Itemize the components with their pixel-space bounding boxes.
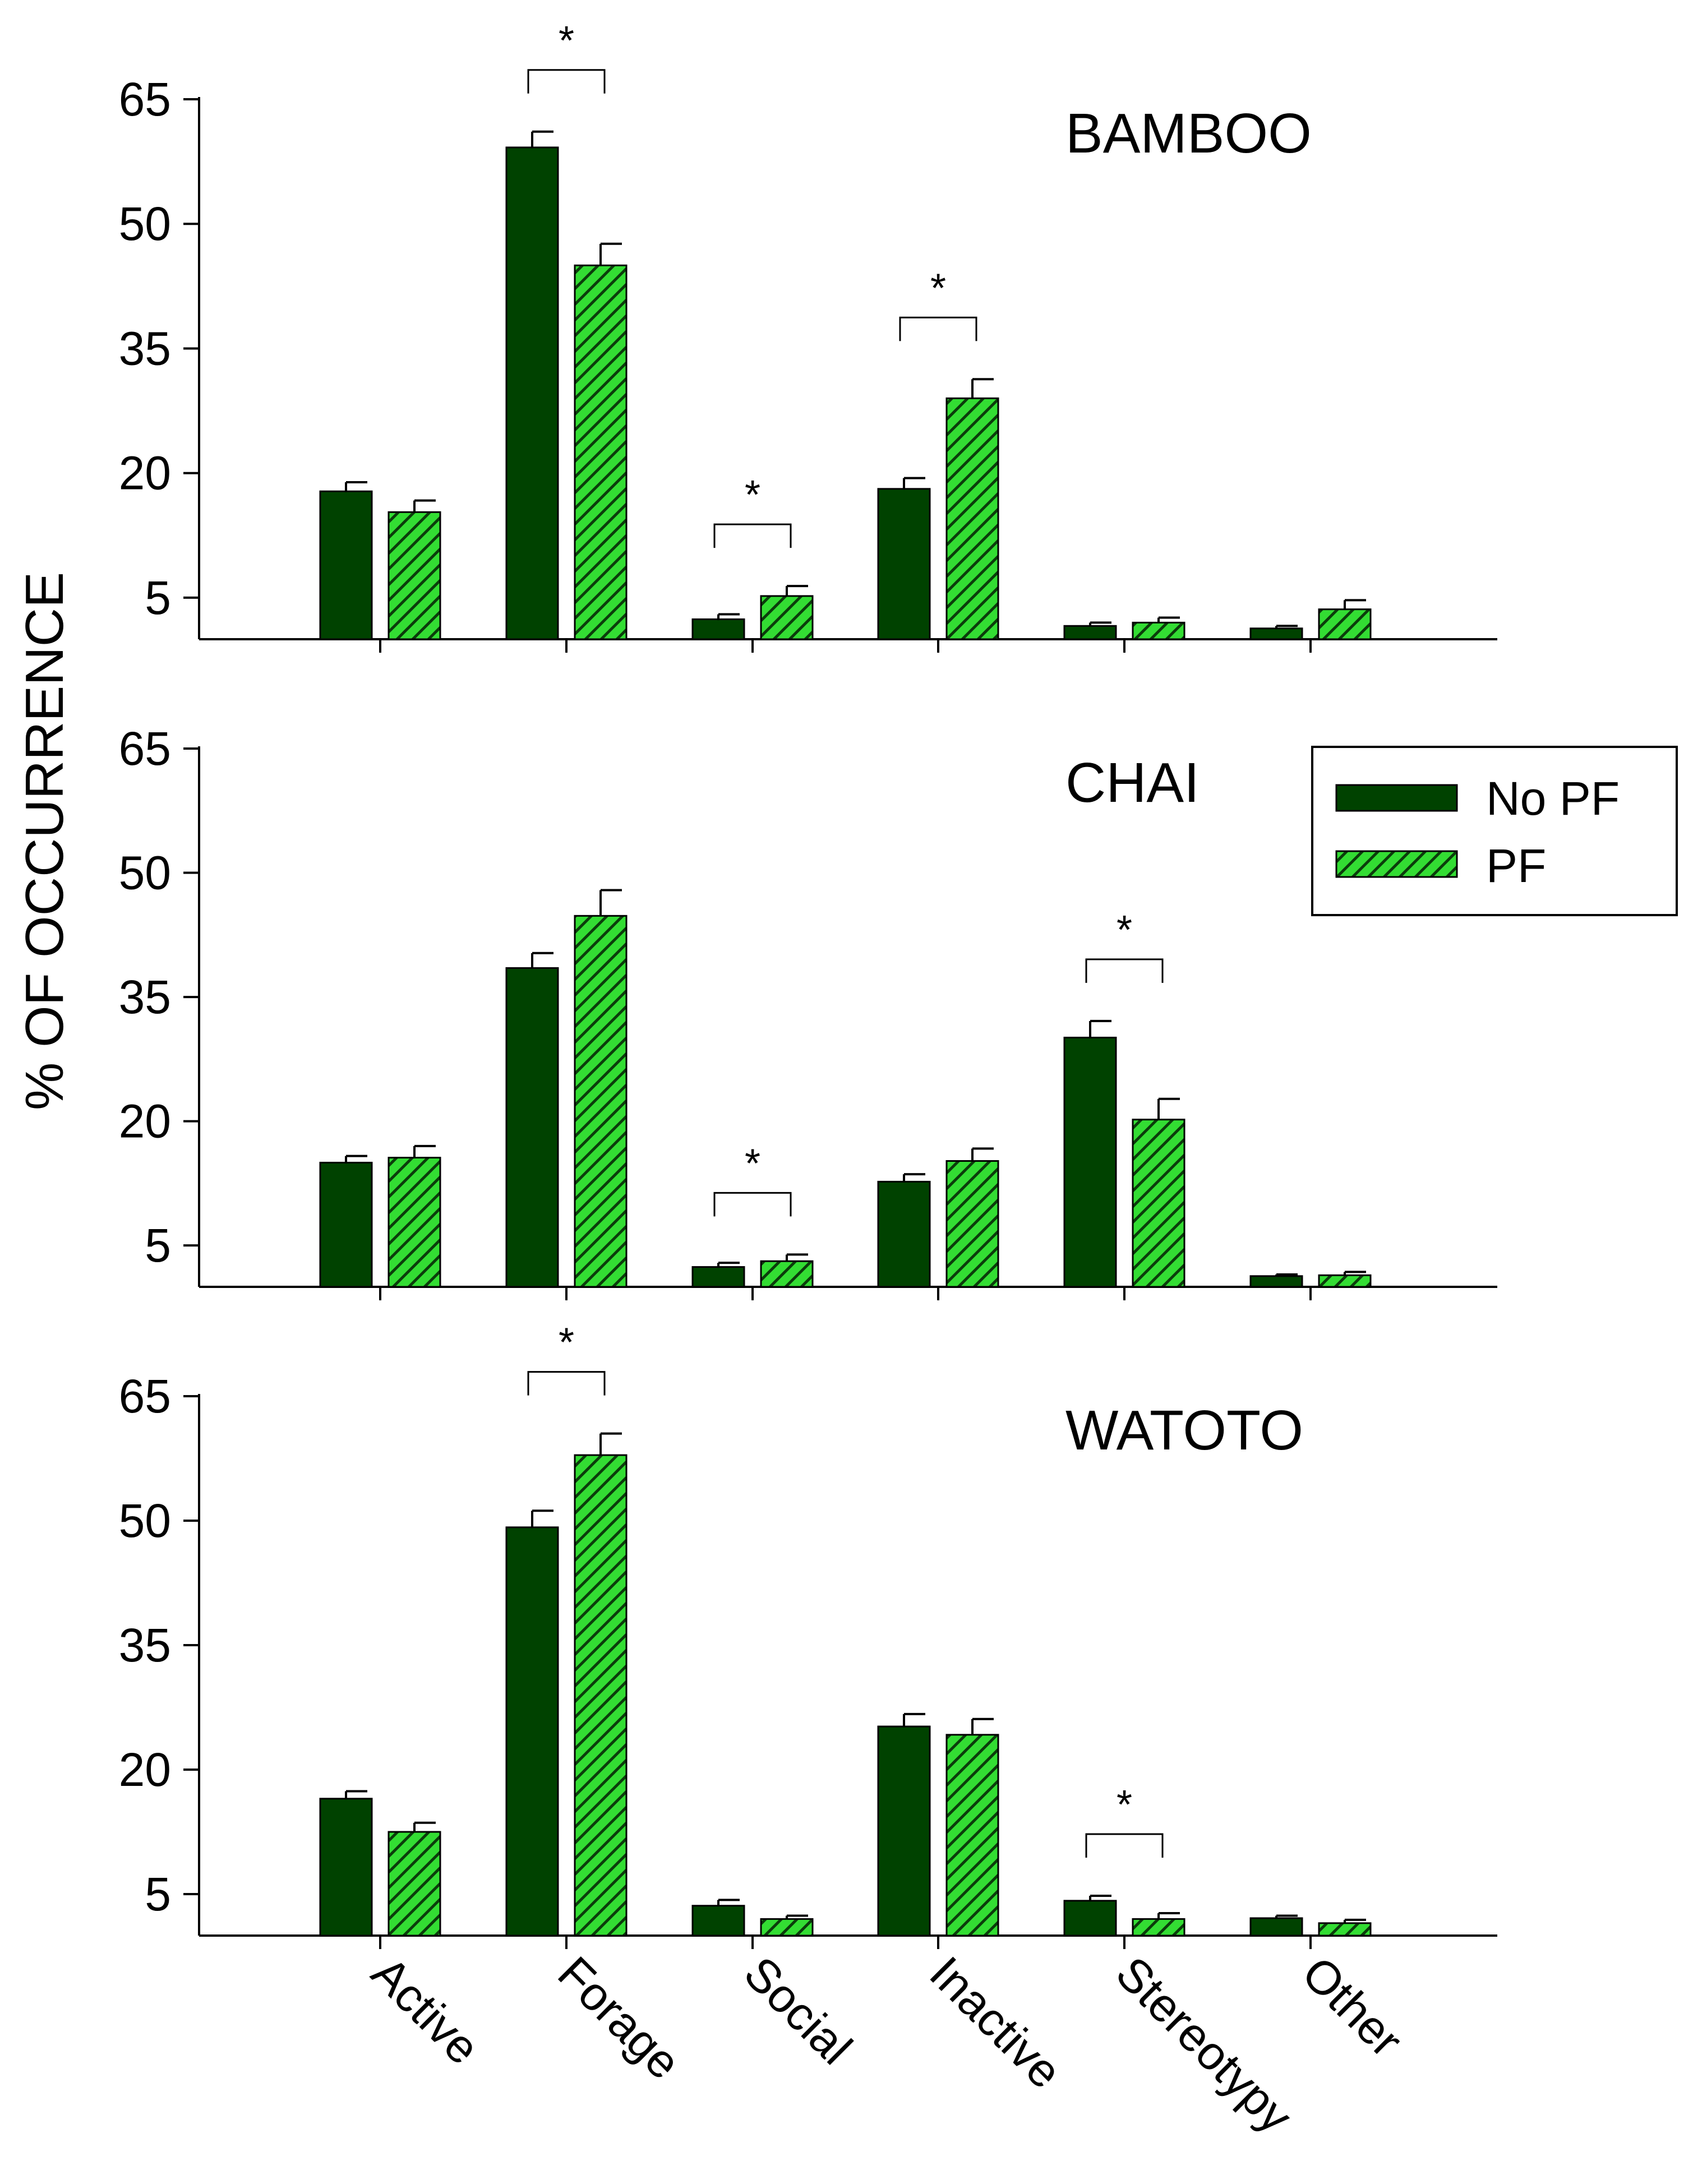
panel-bamboo-significance-star-social: *: [745, 473, 760, 518]
panel-watoto-bar-no-pf-active: [319, 1798, 373, 1937]
panel-chai-bar-no-pf-inactive: [877, 1180, 931, 1288]
panel-watoto-significance-star-forage: *: [559, 1320, 574, 1365]
panel-chai-bar-pf-stereotypy: [1132, 1119, 1185, 1288]
panel-watoto-bar-no-pf-forage: [505, 1526, 559, 1937]
panel-chai-ytick-label-5: 5: [145, 1219, 171, 1272]
category-label-other: Other: [1292, 1946, 1413, 2067]
panel-watoto-ytick-label-35: 35: [119, 1619, 171, 1672]
panel-chai-bar-no-pf-active: [319, 1161, 373, 1288]
panel-watoto-ytick-label-65: 65: [119, 1370, 171, 1423]
panel-watoto-bar-pf-forage: [574, 1454, 628, 1937]
panel-bamboo-bar-pf-social: [760, 595, 814, 640]
panel-bamboo-ytick-label-20: 20: [119, 447, 171, 500]
category-label-stereotypy: Stereotypy: [1106, 1946, 1302, 2143]
panel-chai-significance-star-social: *: [745, 1141, 760, 1186]
panel-bamboo-ytick-label-35: 35: [119, 322, 171, 375]
panel-bamboo-bar-pf-inactive: [945, 397, 999, 640]
panel-bamboo-title: BAMBOO: [1065, 102, 1312, 165]
panel-bamboo-significance-star-forage: *: [559, 19, 574, 63]
panel-bamboo-bar-no-pf-stereotypy: [1063, 625, 1117, 640]
panel-chai-significance-star-stereotypy: *: [1117, 908, 1132, 953]
panel-watoto-bar-no-pf-social: [691, 1905, 745, 1937]
panel-watoto-ytick-label-50: 50: [119, 1494, 171, 1547]
category-label-forage: Forage: [548, 1946, 691, 2089]
panel-watoto-significance-bracket-forage: [527, 1371, 606, 1396]
panel-chai-bar-pf-inactive: [945, 1160, 999, 1288]
panel-watoto-ytick-label-5: 5: [145, 1868, 171, 1920]
panel-chai-ytick-label-20: 20: [119, 1095, 171, 1148]
legend-swatch-no-pf: [1335, 784, 1458, 812]
panel-bamboo-significance-star-inactive: *: [930, 266, 946, 311]
panel-bamboo-significance-bracket-inactive: [899, 316, 977, 341]
panel-chai-significance-bracket-stereotypy: [1085, 958, 1164, 983]
panel-watoto-significance-star-stereotypy: *: [1117, 1783, 1132, 1827]
category-label-active: Active: [362, 1946, 490, 2074]
legend-label-pf: PF: [1486, 839, 1546, 892]
panel-bamboo-bar-pf-stereotypy: [1132, 621, 1185, 640]
panel-watoto-bar-no-pf-inactive: [877, 1725, 931, 1937]
panel-bamboo-ytick-label-65: 65: [119, 73, 171, 126]
panel-chai-bar-pf-forage: [574, 915, 628, 1288]
panel-chai-bar-no-pf-other: [1249, 1275, 1303, 1288]
legend: No PF PF: [1311, 746, 1678, 916]
panel-bamboo-bar-no-pf-other: [1249, 627, 1303, 640]
panel-chai-significance-bracket-social: [713, 1192, 792, 1217]
panel-bamboo-bar-pf-other: [1318, 608, 1372, 640]
panel-bamboo-bar-pf-forage: [574, 264, 628, 640]
panel-watoto-significance-bracket-stereotypy: [1085, 1833, 1164, 1858]
panel-bamboo-bar-no-pf-inactive: [877, 488, 931, 640]
panel-bamboo-ytick-label-5: 5: [145, 571, 171, 624]
panel-chai-ytick-label-50: 50: [119, 847, 171, 899]
panel-bamboo-bar-no-pf-forage: [505, 146, 559, 640]
panel-watoto-bar-pf-active: [388, 1831, 441, 1937]
panel-chai-title: CHAI: [1065, 751, 1200, 814]
panel-watoto-bar-pf-social: [760, 1918, 814, 1937]
panel-watoto-title: WATOTO: [1065, 1399, 1303, 1462]
legend-swatch-pf: [1335, 850, 1458, 878]
panel-watoto-bar-pf-inactive: [945, 1734, 999, 1937]
panel-bamboo-bar-no-pf-active: [319, 490, 373, 640]
panel-bamboo-significance-bracket-social: [713, 523, 792, 548]
panel-chai-bar-pf-active: [388, 1157, 441, 1288]
panel-chai-bar-pf-social: [760, 1260, 814, 1288]
panel-chai-bar-no-pf-stereotypy: [1063, 1036, 1117, 1288]
panel-chai-bar-no-pf-social: [691, 1266, 745, 1288]
category-label-inactive: Inactive: [920, 1946, 1072, 2098]
panel-chai-ytick-label-65: 65: [119, 722, 171, 775]
panel-watoto-bar-no-pf-other: [1249, 1917, 1303, 1937]
panel-bamboo-ytick-label-50: 50: [119, 197, 171, 250]
legend-label-no-pf: No PF: [1486, 772, 1620, 825]
panel-bamboo-bar-no-pf-social: [691, 618, 745, 640]
y-axis-title: % OF OCCURRENCE: [15, 572, 75, 1110]
panel-bamboo-significance-bracket-forage: [527, 69, 606, 94]
category-label-social: Social: [734, 1946, 862, 2074]
legend-box: [1311, 746, 1678, 916]
panel-watoto-bar-pf-other: [1318, 1922, 1372, 1937]
panel-watoto-ytick-label-20: 20: [119, 1743, 171, 1796]
panel-chai-ytick-label-35: 35: [119, 971, 171, 1023]
panel-watoto-bar-no-pf-stereotypy: [1063, 1900, 1117, 1937]
panel-bamboo-bar-pf-active: [388, 511, 441, 640]
panel-chai-bar-pf-other: [1318, 1274, 1372, 1288]
panel-watoto-bar-pf-stereotypy: [1132, 1918, 1185, 1937]
panel-chai-bar-no-pf-forage: [505, 967, 559, 1288]
